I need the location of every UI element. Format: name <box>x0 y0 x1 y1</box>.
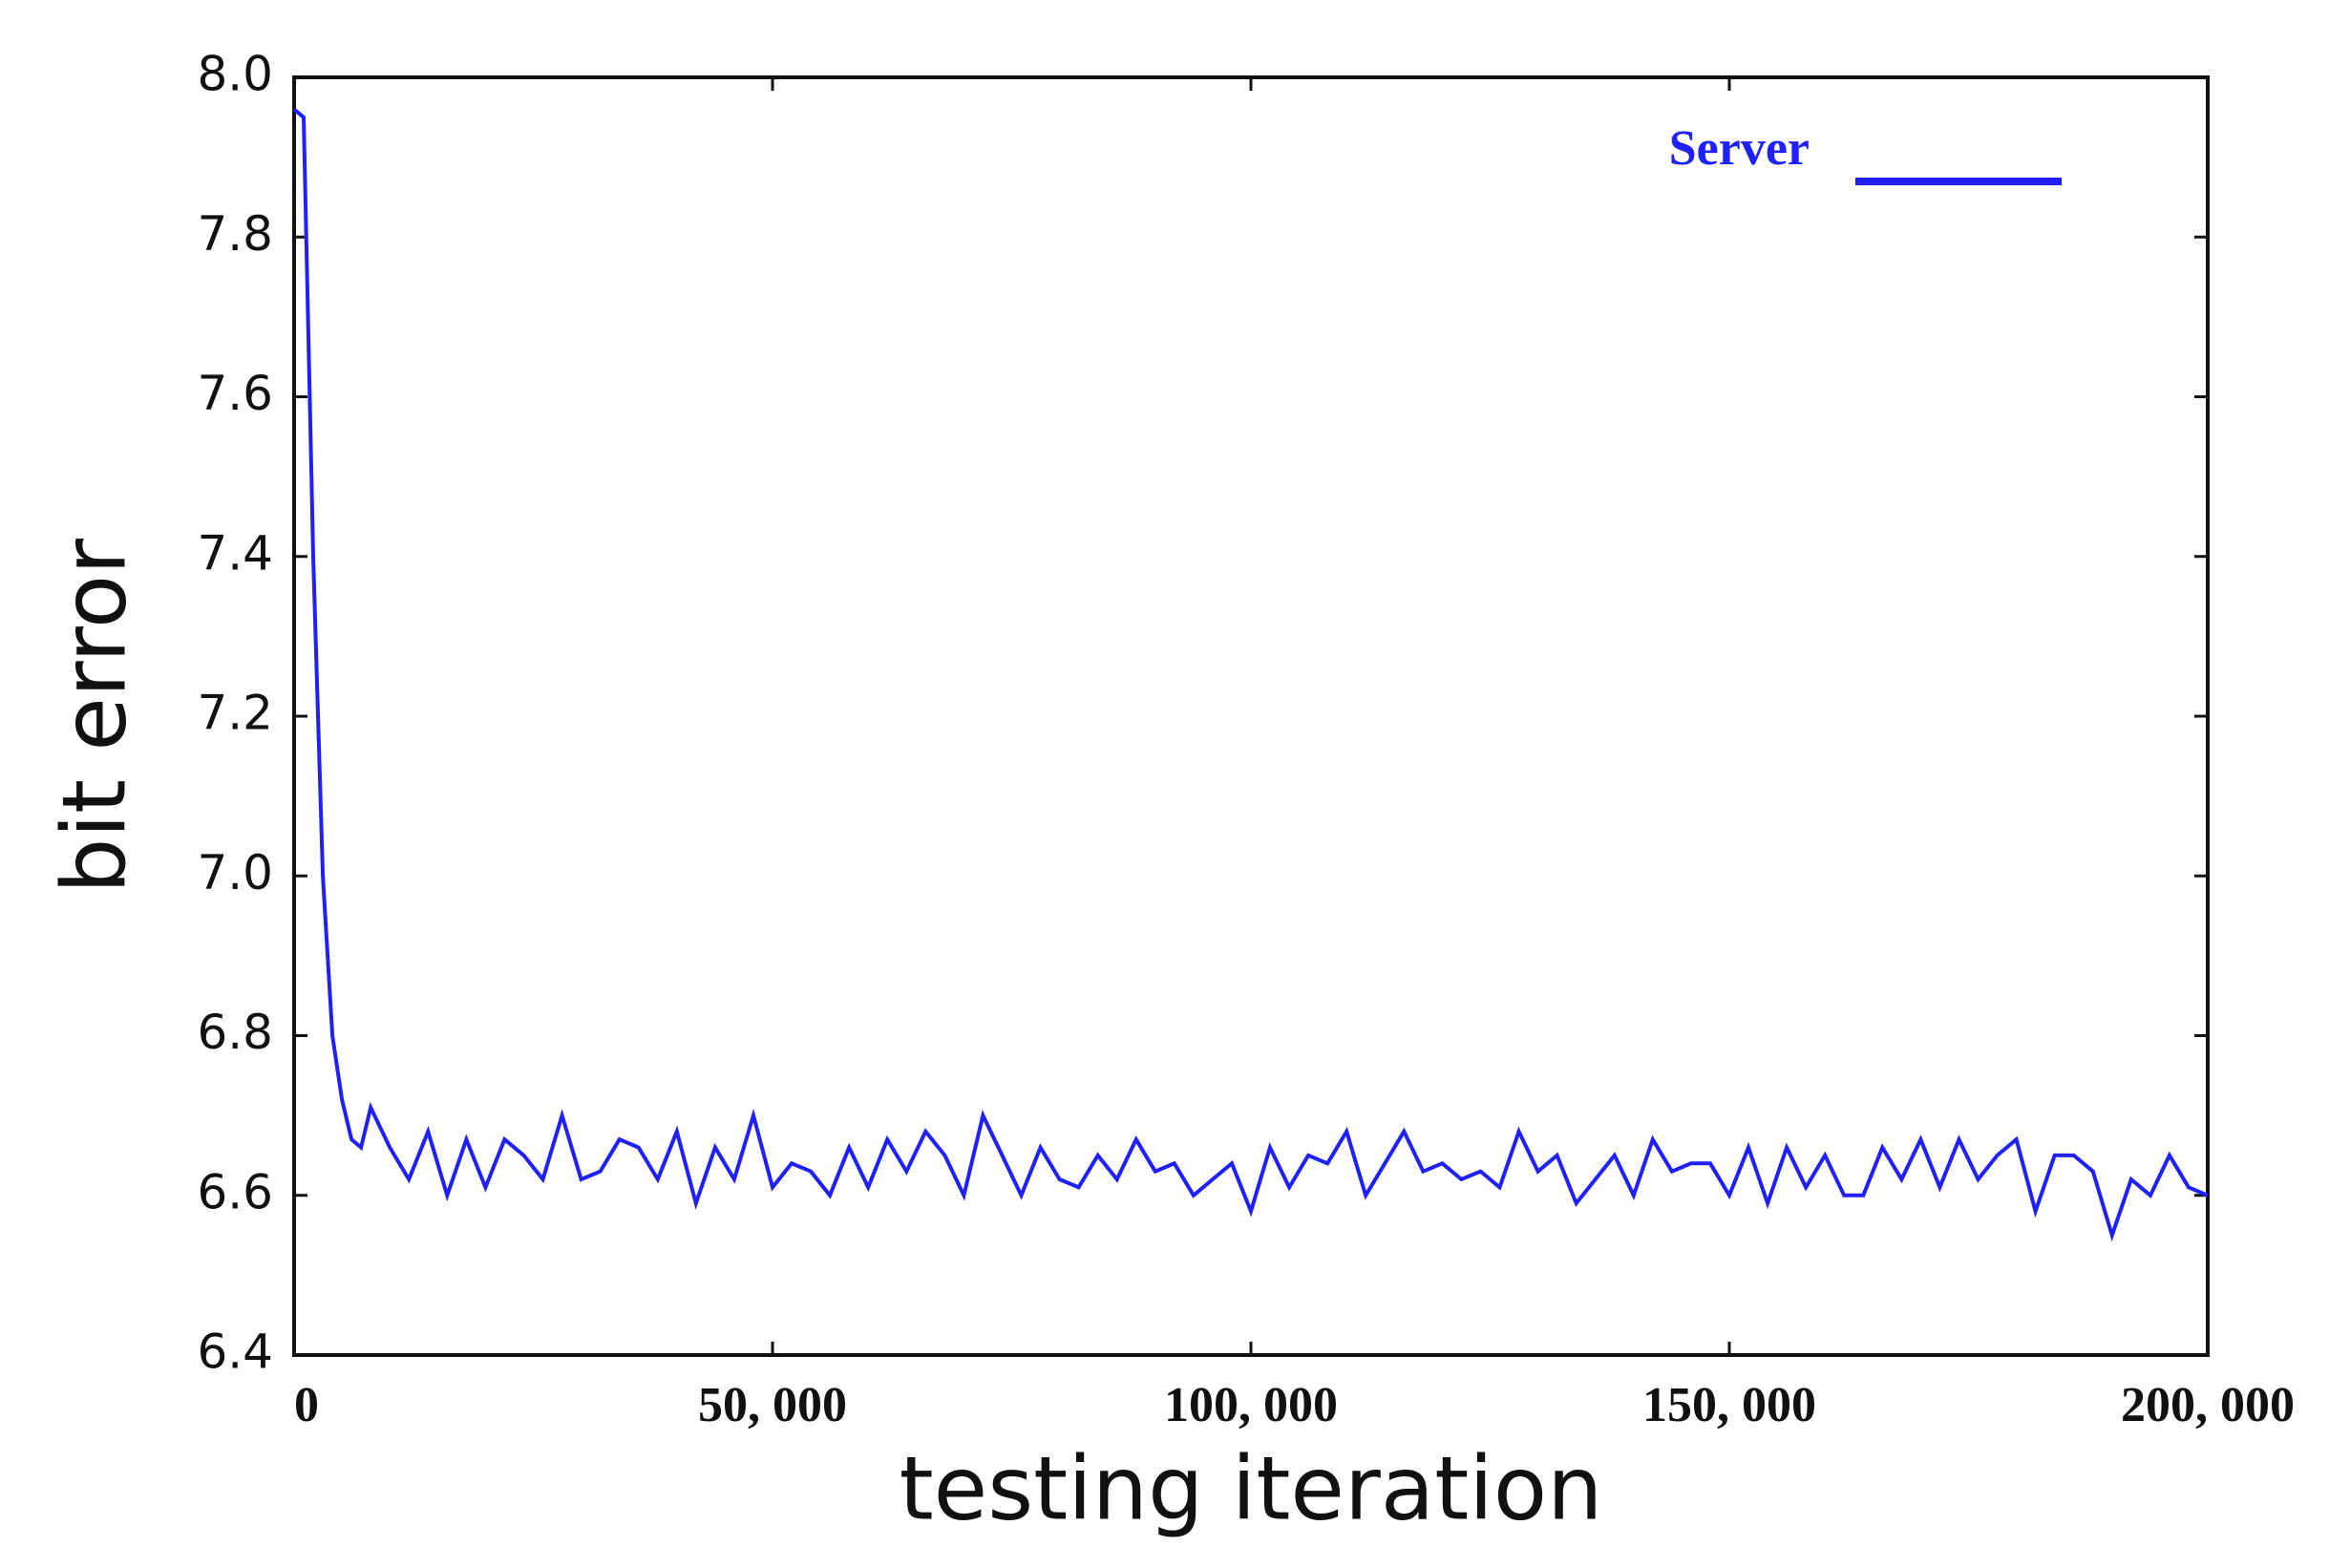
x-tick-label: 50, 000 <box>698 1378 847 1432</box>
data-line <box>292 107 2209 1242</box>
y-tick-label: 7.4 <box>197 525 273 581</box>
y-tick-label: 7.8 <box>197 206 273 262</box>
y-tick-label: 6.6 <box>197 1164 273 1219</box>
x-tick-label: 200, 000 <box>2121 1378 2295 1432</box>
y-tick-label: 6.4 <box>197 1324 273 1380</box>
y-tick-label: 7.0 <box>197 845 273 901</box>
y-tick-label: 8.0 <box>197 47 273 102</box>
y-axis-title: bit error <box>43 539 145 894</box>
x-axis-title: testing iteration <box>900 1437 1603 1539</box>
x-tick-label: 100, 000 <box>1164 1378 1338 1432</box>
x-tick-label: 150, 000 <box>1642 1378 1816 1432</box>
x-tick-label: 0 <box>294 1378 319 1432</box>
y-tick-label: 7.2 <box>197 686 273 741</box>
y-tick-label: 6.8 <box>197 1005 273 1060</box>
plot-frame <box>292 75 2210 1357</box>
legend-label: Server <box>1669 121 1810 176</box>
y-tick-label: 7.6 <box>197 366 273 421</box>
